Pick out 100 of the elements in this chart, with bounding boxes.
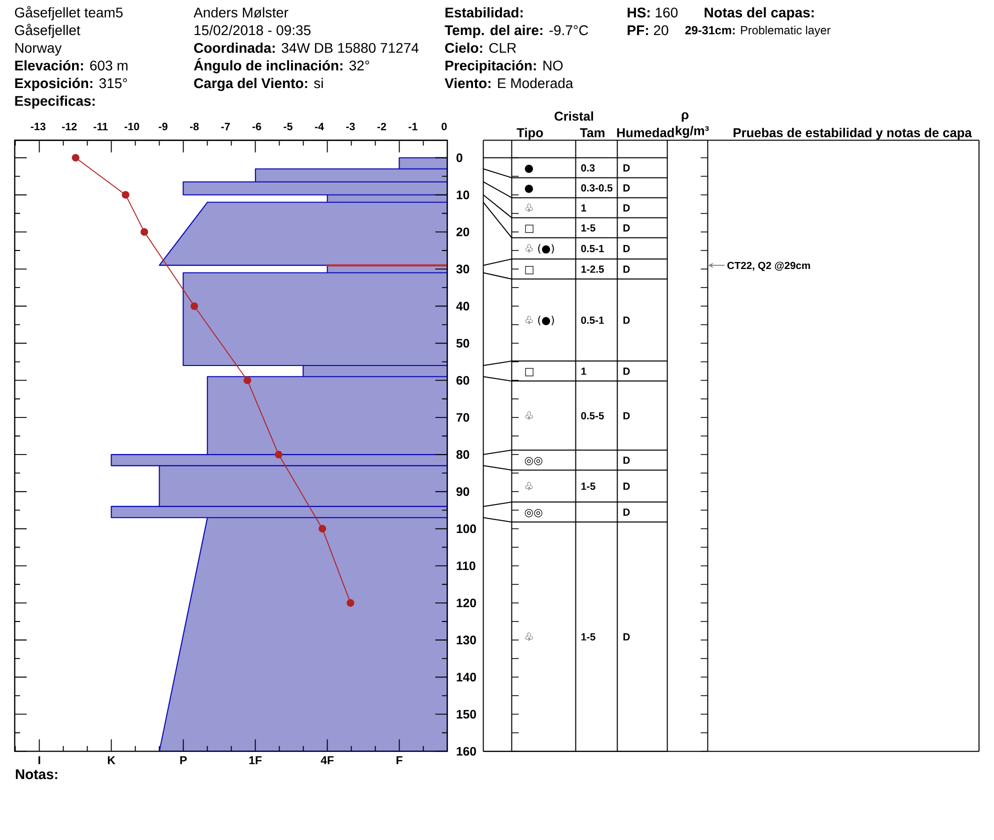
- x-tick-label: -2: [377, 122, 386, 130]
- text: 1-5: [581, 633, 596, 640]
- x-tick-label: -7: [221, 122, 230, 130]
- x-tick-label: -12: [62, 122, 77, 130]
- text: Anders Mølster: [194, 7, 288, 18]
- text: D: [623, 245, 630, 252]
- text: Temp. del aire: -9.7°C: [444, 24, 588, 38]
- y-tick-label: 50: [456, 338, 470, 348]
- x-tick-label: -4: [314, 122, 324, 130]
- text: 0.5-1: [581, 316, 604, 324]
- text: ●: [524, 164, 533, 173]
- text: 1: [581, 368, 586, 375]
- text: ♧: [525, 482, 533, 490]
- text: 29-31cm: Problematic layer: [685, 26, 831, 37]
- text: D: [623, 482, 630, 490]
- text: ρ: [682, 112, 688, 122]
- y-tick-label: 130: [456, 636, 476, 644]
- text: Cielo: CLR: [445, 42, 516, 53]
- x-tick-label: 0: [442, 122, 447, 130]
- y-tick-label: 70: [456, 413, 470, 422]
- y-tick-label: 20: [456, 228, 470, 236]
- text: 1F: [249, 756, 262, 764]
- y-tick-label: 80: [456, 450, 470, 459]
- text: Coordinada: 34W DB 15880 71274: [194, 42, 419, 53]
- text: kg/m³: [676, 126, 709, 138]
- text: D: [623, 266, 630, 273]
- text: Humedad: [617, 128, 674, 138]
- text: ◎◎: [524, 508, 542, 518]
- text: 15/02/2018 - 09:35: [194, 24, 310, 36]
- text: Precipitación: NO: [446, 60, 563, 74]
- text: 1-5: [581, 482, 596, 490]
- point: [72, 154, 80, 162]
- x-tick-label: -8: [190, 122, 199, 130]
- text: 0.3: [581, 164, 595, 172]
- text: 1-5: [581, 224, 596, 232]
- text: Notas:: [16, 769, 58, 780]
- text: D: [623, 508, 630, 516]
- point: [274, 450, 282, 458]
- text: D: [623, 316, 630, 324]
- y-tick-label: 150: [456, 710, 476, 719]
- text: Tam: [580, 128, 604, 138]
- point: [318, 524, 326, 533]
- y-tick-label: 60: [456, 376, 470, 385]
- text: Gåsefjellet: [14, 24, 80, 38]
- text: Pruebas de estabilidad y notas de capa: [734, 128, 972, 140]
- text: Notas del capas:: [704, 7, 814, 20]
- y-tick-label: 40: [456, 302, 470, 310]
- text: D: [623, 633, 630, 640]
- point: [244, 376, 252, 384]
- text: D: [623, 456, 630, 464]
- text: D: [623, 164, 630, 172]
- y-tick-label: 140: [456, 672, 476, 682]
- text: P: [180, 756, 187, 764]
- text: 0.3-0.5: [581, 184, 612, 192]
- y-tick-label: 110: [456, 561, 476, 570]
- text: Gåsefjellet team5: [14, 6, 123, 20]
- point: [190, 302, 198, 310]
- text: Viento: E Moderada: [444, 78, 574, 88]
- text: CT22, Q2 @29cm: [727, 262, 810, 272]
- x-tick-label: -6: [252, 122, 262, 130]
- text: D: [623, 412, 630, 420]
- text: 0.5-5: [581, 412, 604, 420]
- point: [122, 191, 130, 199]
- point: [140, 228, 148, 236]
- x-tick-label: -13: [30, 122, 46, 130]
- text: D: [623, 368, 630, 375]
- text: ♧ (●): [525, 316, 554, 326]
- text: □: [525, 368, 534, 376]
- text: Elevación: 603 m: [15, 60, 128, 70]
- text: I: [38, 756, 40, 764]
- text: ♧: [525, 412, 533, 420]
- y-tick-label: 10: [456, 190, 470, 200]
- y-tick-label: 0: [456, 153, 462, 162]
- text: □: [525, 266, 534, 274]
- text: ◎◎: [524, 457, 542, 466]
- text: □: [525, 224, 534, 233]
- text: Cristal: [554, 111, 594, 121]
- text: 1-2.5: [581, 266, 604, 273]
- text: ♧: [525, 204, 533, 212]
- text: K: [108, 756, 116, 764]
- text: D: [623, 224, 630, 232]
- text: Carga del Viento: si: [194, 78, 323, 92]
- text: 0.5-1: [581, 244, 604, 252]
- text: ♧ (●): [525, 244, 554, 254]
- text: Norway: [15, 43, 62, 56]
- y-tick-label: 100: [456, 524, 476, 534]
- x-tick-label: -5: [284, 122, 292, 130]
- text: Ángulo de inclinación: 32°: [194, 58, 370, 74]
- text: ♧: [525, 632, 533, 641]
- point: [346, 599, 354, 607]
- text: Tipo: [516, 128, 543, 140]
- text: ●: [524, 184, 533, 193]
- text: D: [623, 204, 630, 212]
- text: F: [396, 756, 402, 764]
- text: D: [623, 184, 630, 192]
- text: 4F: [320, 756, 334, 764]
- text: Especificas:: [15, 96, 95, 109]
- y-tick-label: 30: [456, 264, 470, 274]
- x-tick-label: -9: [158, 122, 168, 130]
- x-tick-label: -3: [346, 122, 355, 130]
